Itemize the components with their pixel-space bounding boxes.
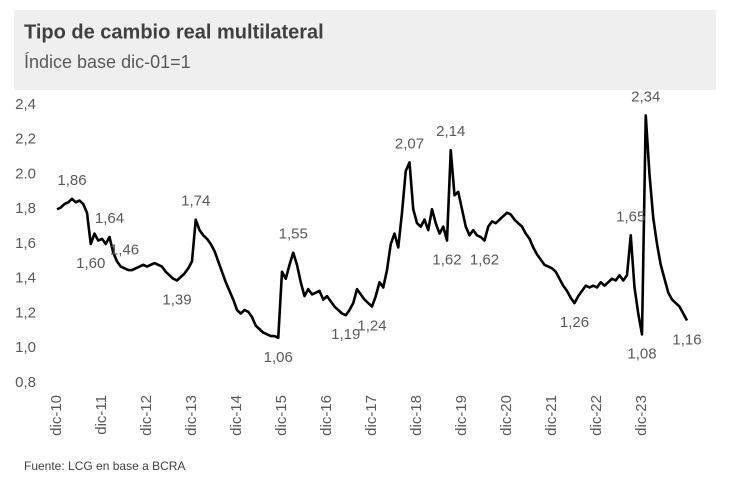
data-label: 2,34 (631, 88, 660, 105)
y-tick-label: 2,4 (15, 96, 36, 113)
header-box (14, 10, 716, 90)
y-tick-label: 1,8 (15, 200, 36, 217)
data-label: 1,19 (331, 326, 360, 343)
data-label: 2,14 (436, 123, 465, 140)
chart-title: Tipo de cambio real multilateral (24, 21, 324, 43)
y-tick-label: 1,2 (15, 304, 36, 321)
data-label: 1,39 (162, 291, 191, 308)
data-label: 1,55 (279, 226, 308, 243)
y-tick-label: 1,4 (15, 270, 36, 287)
x-tick-label: dic-23 (633, 395, 650, 436)
data-label: 1,24 (357, 318, 386, 335)
x-tick-label: dic-15 (273, 395, 290, 436)
data-label: 1,62 (470, 251, 499, 268)
data-label: 1,62 (432, 251, 461, 268)
data-label: 1,46 (110, 241, 139, 258)
series-line (56, 114, 689, 340)
data-label: 1,06 (264, 349, 293, 366)
data-label: 1,74 (181, 193, 210, 210)
x-tick-label: dic-14 (228, 395, 245, 436)
data-label: 1,60 (76, 255, 105, 272)
data-label: 1,65 (616, 208, 645, 225)
data-label: 2,07 (395, 135, 424, 152)
x-tick-label: dic-13 (183, 395, 200, 436)
x-tick-label: dic-19 (453, 395, 470, 436)
data-label: 1,08 (627, 345, 656, 362)
data-label: 1,26 (560, 314, 589, 331)
y-tick-label: 1,6 (15, 235, 36, 252)
y-tick-label: 0,8 (15, 374, 36, 391)
data-label: 1,16 (672, 331, 701, 348)
x-tick-label: dic-10 (48, 395, 65, 436)
x-tick-label: dic-20 (498, 395, 515, 436)
x-tick-label: dic-18 (408, 395, 425, 436)
x-tick-label: dic-16 (318, 395, 335, 436)
y-tick-label: 2,2 (15, 131, 36, 148)
data-label: 1,64 (95, 210, 124, 227)
y-tick-label: 1,0 (15, 339, 36, 356)
x-tick-label: dic-11 (93, 395, 110, 435)
x-tick-label: dic-17 (363, 395, 380, 436)
source-note: Fuente: LCG en base a BCRA (24, 459, 185, 473)
x-tick-label: dic-12 (138, 395, 155, 436)
x-tick-label: dic-21 (543, 395, 560, 436)
data-label: 1,86 (57, 172, 86, 189)
y-tick-label: 2.0 (15, 165, 36, 182)
chart-subtitle: Índice base dic-01=1 (24, 52, 191, 72)
x-tick-label: dic-22 (588, 395, 605, 436)
